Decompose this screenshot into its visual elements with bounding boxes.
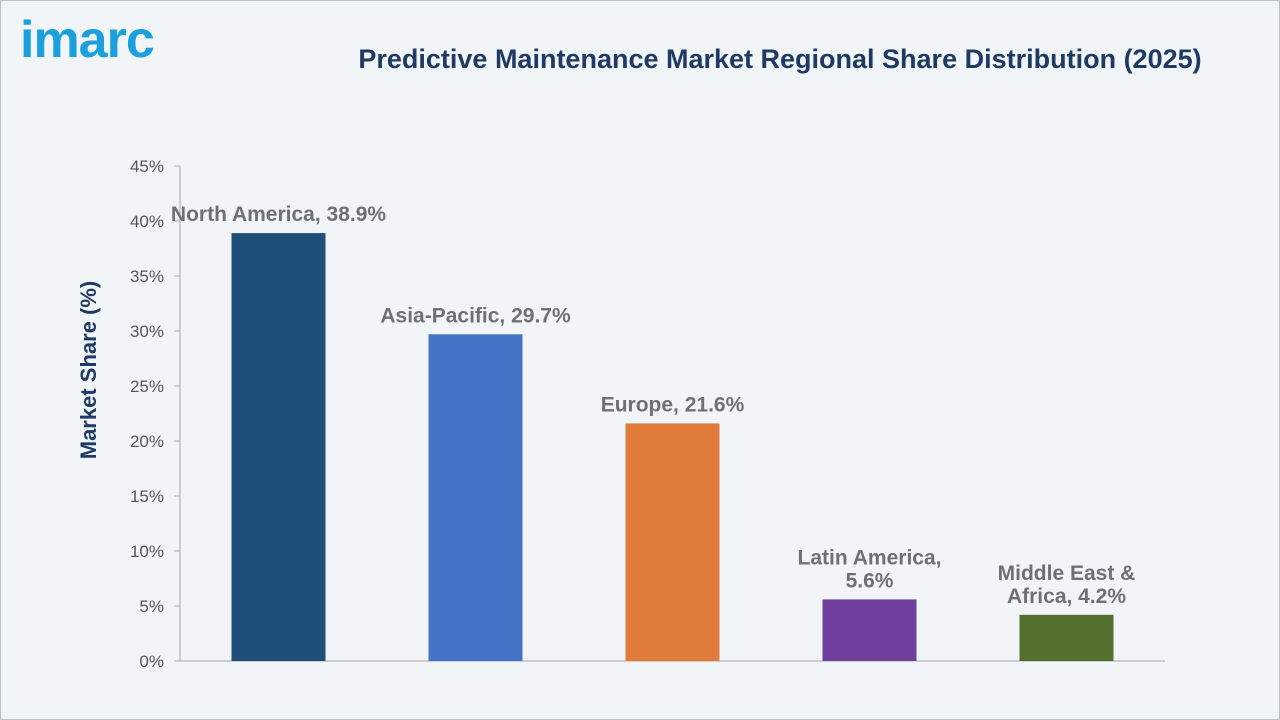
y-tick-label: 30% [130,322,164,341]
y-tick-label: 45% [130,157,164,176]
bar-europe [625,423,720,661]
y-tick-label: 40% [130,212,164,231]
bar-asia-pacific [428,334,523,661]
data-label: Middle East & Africa, 4.2% [998,562,1136,608]
data-label-line: North America, 38.9% [171,203,386,226]
y-axis-label: Market Share (%) [76,281,101,460]
y-tick-label: 15% [130,487,164,506]
y-tick-label: 20% [130,432,164,451]
chart-title: Predictive Maintenance Market Regional S… [358,44,1202,74]
data-labels: North America, 38.9% Asia-Pacific, 29.7% E… [171,203,1135,608]
y-tick-label: 5% [139,597,164,616]
y-tick-label: 10% [130,542,164,561]
data-label-line: Asia-Pacific, 29.7% [380,304,571,327]
bars [231,233,1114,661]
bar-north-america [231,233,326,661]
data-label-line: Middle East & [998,562,1136,585]
y-tick-label: 25% [130,377,164,396]
data-label: Asia-Pacific, 29.7% [380,304,571,327]
bar-middle-east-africa [1019,614,1114,661]
data-label-line: Africa, 4.2% [1007,585,1126,608]
y-tick-label: 0% [139,652,164,671]
data-label: Latin America, 5.6% [798,546,942,592]
data-label-line: 5.6% [846,569,894,592]
imarc-logo: imarc [20,11,155,69]
data-label-line: Latin America, [798,546,942,569]
data-label-line: Europe, 21.6% [601,393,745,416]
y-axis: 0% 5% 10% 15% 20% 25% 30% 35% 40% 45% [130,157,181,671]
bar-latin-america [822,599,917,661]
data-label: North America, 38.9% [171,203,386,226]
data-label: Europe, 21.6% [601,393,745,416]
y-tick-label: 35% [130,267,164,286]
